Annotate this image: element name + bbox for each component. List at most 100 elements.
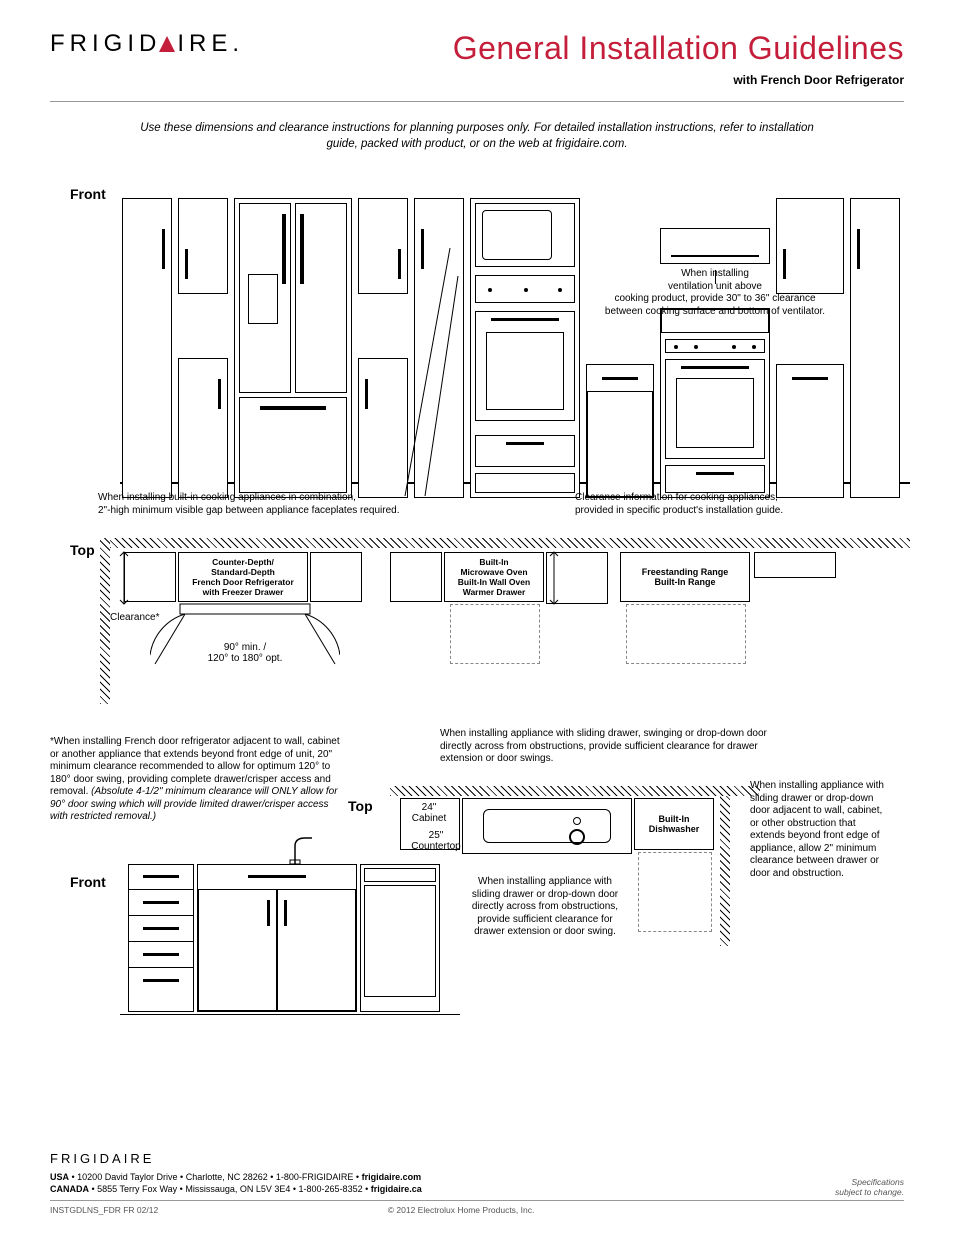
- front-view-section: Front: [50, 166, 904, 526]
- knob-icon: [752, 345, 756, 349]
- handle-icon: [143, 979, 179, 982]
- page-subtitle: with French Door Refrigerator: [453, 73, 904, 87]
- handle-icon: [300, 214, 304, 284]
- warmer-drawer: [475, 473, 575, 493]
- footer-canada: CANADA • 5855 Terry Fox Way • Mississaug…: [50, 1184, 904, 1194]
- footer: FRIGIDAIRE USA • 10200 David Taylor Driv…: [50, 1151, 904, 1215]
- knob-icon: [732, 345, 736, 349]
- range-top-box: Freestanding Range Built-In Range: [620, 552, 750, 602]
- dispenser-icon: [248, 274, 278, 324]
- brand-triangle-icon: [159, 36, 175, 52]
- divider: [129, 915, 193, 916]
- dw-control-panel: [364, 868, 436, 882]
- header-rule: [50, 101, 904, 102]
- ventilation-note: When installing ventilation unit above c…: [575, 268, 855, 318]
- handle-icon: [282, 214, 286, 284]
- pantry-cabinet: [414, 198, 464, 498]
- handle-icon: [185, 249, 188, 279]
- drawer-cabinet: [128, 864, 194, 1012]
- handle-icon: [248, 875, 306, 878]
- cooktop: [665, 339, 765, 353]
- door-right: [277, 889, 356, 1011]
- freezer-drawer: [239, 397, 347, 493]
- cabinet-box: [390, 552, 442, 602]
- warmer-drawer: [475, 435, 575, 467]
- doc-id: INSTGDLNS_FDR FR 02/12: [50, 1205, 158, 1215]
- wall-oven-stack: [470, 198, 580, 498]
- fridge-note-italic: (Absolute 4-1/2" minimum clearance will …: [50, 786, 338, 822]
- cabinet-12-box: [754, 552, 836, 578]
- page-title: General Installation Guidelines: [453, 30, 904, 67]
- handle-icon: [284, 900, 287, 926]
- top-view-section: Top 24" Cabinet Counter-Depth/ Standard-…: [50, 532, 904, 732]
- handle-icon: [398, 249, 401, 279]
- can-label: CANADA: [50, 1184, 89, 1194]
- cabinet-stack: [178, 198, 228, 498]
- faucet-icon: [270, 834, 320, 866]
- handle-icon: [143, 953, 179, 956]
- cabinet-stack: [776, 198, 844, 498]
- baseline-2: [120, 1014, 460, 1016]
- base-cabinet: [358, 358, 408, 498]
- top-label-2: Top: [348, 798, 373, 814]
- dim-arrow-icon: [118, 550, 130, 606]
- can-text: • 5855 Terry Fox Way • Mississauga, ON L…: [89, 1184, 371, 1194]
- mid-section: *When installing French door refrigerato…: [50, 736, 904, 824]
- fridge-top-box: Counter-Depth/ Standard-Depth French Doo…: [178, 552, 308, 602]
- handle-icon: [857, 229, 860, 269]
- handle-icon: [218, 379, 221, 409]
- dishwasher-front: [360, 864, 440, 1012]
- handle-icon: [421, 229, 424, 269]
- dw-door: [364, 885, 436, 997]
- range: [660, 308, 770, 498]
- top-label: Top: [70, 542, 95, 558]
- knob-icon: [558, 288, 562, 292]
- front2-row: [128, 864, 440, 1012]
- handle-icon: [143, 875, 179, 878]
- handle-icon: [143, 901, 179, 904]
- handle-icon: [681, 366, 749, 369]
- cabinet-24-label: 24" Cabinet: [406, 802, 452, 824]
- microwave-icon: [475, 203, 575, 267]
- base-cabinet: [776, 364, 844, 498]
- handle-icon: [792, 377, 828, 380]
- brand-logo: FRIGID IRE .: [50, 30, 244, 58]
- usa-label: USA: [50, 1172, 69, 1182]
- range-stack: [660, 198, 770, 498]
- hood-vent: [671, 255, 759, 257]
- divider: [129, 967, 193, 968]
- brand-text-right: IRE: [177, 30, 232, 58]
- door-swing-label: 90° min. / 120° to 180° opt.: [190, 642, 300, 664]
- oven-door: [665, 359, 765, 459]
- handle-icon: [491, 318, 559, 321]
- fridge-door-right: [295, 203, 347, 393]
- handle-icon: [143, 927, 179, 930]
- usa-site: frigidaire.com: [362, 1172, 422, 1182]
- footer-rule: [50, 1200, 904, 1201]
- knob-icon: [524, 288, 528, 292]
- spec-note: Specifications subject to change.: [835, 1177, 904, 1197]
- range-door-extension-icon: [626, 604, 746, 664]
- wall-hatch: [110, 538, 910, 548]
- handle-icon: [365, 379, 368, 409]
- upper-cabinet: [178, 198, 228, 294]
- fridge-door-left: [239, 203, 291, 393]
- title-block: General Installation Guidelines with Fre…: [453, 30, 904, 87]
- footer-brand-text: FRIGIDAIRE: [50, 1151, 154, 1166]
- oven-top-box: Built-In Microwave Oven Built-In Wall Ov…: [444, 552, 544, 602]
- oven-window: [676, 378, 754, 448]
- brand-text-left: FRIGID: [50, 30, 161, 58]
- wall-hatch: [390, 786, 760, 796]
- base-cabinet: [178, 358, 228, 498]
- fridge-wall-note: *When installing French door refrigerato…: [50, 736, 340, 824]
- handle-icon: [162, 229, 165, 269]
- knob-icon: [674, 345, 678, 349]
- front-label: Front: [70, 186, 106, 202]
- copyright: © 2012 Electrolux Home Products, Inc.: [388, 1205, 535, 1215]
- divider: [129, 941, 193, 942]
- builtin-combo-note: When installing built-in cooking applian…: [98, 492, 498, 517]
- door-left: [198, 889, 277, 1011]
- intro-text: Use these dimensions and clearance instr…: [130, 120, 824, 152]
- handle-icon: [602, 377, 638, 380]
- refrigerator: [234, 198, 352, 498]
